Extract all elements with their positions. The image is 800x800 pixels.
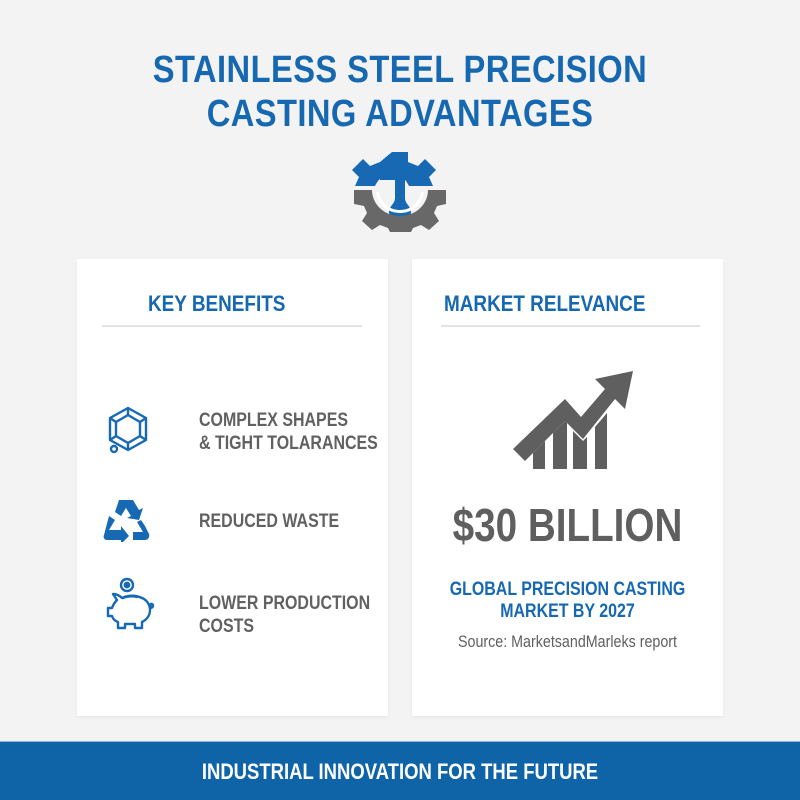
source-citation: Source: MarketsandMarleks report	[457, 632, 678, 651]
benefit-item-lower-costs: LOWER PRODUCTION COSTS	[99, 577, 379, 642]
piggy-bank-icon	[106, 577, 155, 630]
title-line-1: STAINLESS STEEL PRECISION	[152, 49, 648, 91]
title-line-2: CASTING ADVANTAGES	[206, 93, 594, 135]
benefit-text: LOWER PRODUCTION COSTS	[199, 593, 371, 637]
divider	[102, 325, 362, 327]
benefit-item-reduced-waste: REDUCED WASTE	[99, 500, 379, 548]
gear-casting-icon	[352, 152, 446, 232]
benefit-text: COMPLEX SHAPES & TIGHT TOLARANCES	[199, 410, 378, 454]
page-title: STAINLESS STEEL PRECISION CASTING ADVANT…	[56, 48, 744, 136]
market-value: $30 BILLION	[452, 499, 683, 551]
gem-icon	[108, 406, 148, 454]
key-benefits-heading: KEY BENEFITS	[148, 291, 286, 316]
market-relevance-card: MARKET RELEVANCE $30 BILLION GLOBAL PREC…	[412, 259, 723, 716]
recycle-icon	[103, 500, 150, 542]
footer-banner: INDUSTRIAL INNOVATION FOR THE FUTURE	[0, 741, 800, 800]
market-relevance-heading: MARKET RELEVANCE	[444, 291, 646, 316]
market-label: GLOBAL PRECISION CASTING MARKET BY 2027	[449, 579, 686, 622]
benefit-text: REDUCED WASTE	[199, 511, 340, 532]
divider	[441, 325, 700, 327]
footer-tagline: INDUSTRIAL INNOVATION FOR THE FUTURE	[201, 759, 599, 784]
benefit-item-complex-shapes: COMPLEX SHAPES & TIGHT TOLARANCES	[99, 406, 379, 457]
key-benefits-card: KEY BENEFITS COMPLEX SHAPES & TIGHT TOLA…	[77, 259, 388, 716]
growth-chart-icon	[513, 371, 633, 469]
